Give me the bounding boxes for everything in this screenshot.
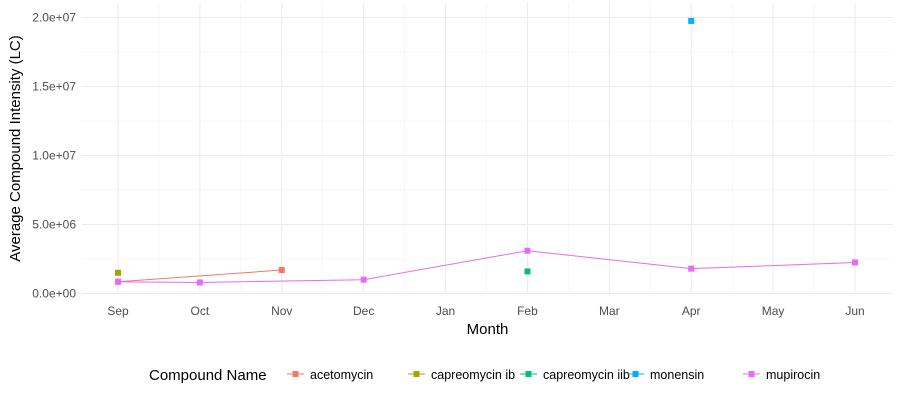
major-gridlines — [82, 3, 893, 294]
x-axis-title: Month — [467, 321, 509, 338]
x-tick-label: Oct — [191, 304, 210, 318]
y-axis-ticks: 0.0e+00 5.0e+06 1.0e+07 1.5e+07 2.0e+07 — [32, 11, 76, 301]
x-tick-label: Apr — [682, 304, 701, 318]
data-point-mupirocin — [115, 278, 121, 285]
y-tick-label: 5.0e+06 — [32, 218, 76, 232]
x-tick-label: May — [762, 304, 785, 318]
x-tick-label: Sep — [107, 304, 129, 318]
y-tick-label: 1.5e+07 — [32, 80, 76, 94]
data-point-mupirocin — [852, 259, 858, 266]
y-tick-label: 0.0e+00 — [32, 287, 76, 301]
series-points — [115, 17, 858, 286]
x-tick-label: Jun — [845, 304, 864, 318]
y-tick-label: 1.0e+07 — [32, 149, 76, 163]
legend-key-point — [292, 371, 299, 377]
data-point-monensin — [688, 17, 695, 24]
legend-item-acetomycin: acetomycin — [287, 368, 373, 382]
series-lines — [117, 250, 856, 283]
legend-key-point — [748, 371, 755, 377]
legend-item-mupirocin: mupirocin — [743, 368, 820, 382]
legend-item-monensin: monensin — [627, 368, 704, 382]
x-tick-label: Jan — [436, 304, 455, 318]
x-axis-ticks: Sep Oct Nov Dec Jan Feb Mar Apr May Jun — [107, 304, 864, 318]
legend-label: acetomycin — [310, 368, 373, 382]
data-point-capreomycin-iib — [524, 268, 531, 275]
legend-label: capreomycin iib — [543, 368, 630, 382]
legend-key-point — [413, 371, 420, 377]
data-point-mupirocin — [360, 276, 367, 283]
legend-title: Compound Name — [149, 367, 267, 384]
data-point-mupirocin — [196, 279, 203, 286]
legend-item-capreomycin-ib: capreomycin ib — [408, 368, 515, 382]
legend-label: capreomycin ib — [431, 368, 515, 382]
series-line-acetomycin — [117, 269, 282, 283]
x-tick-label: Feb — [517, 304, 538, 318]
y-axis-title: Average Compound Intensity (LC) — [7, 35, 24, 262]
x-tick-label: Mar — [599, 304, 620, 318]
legend-key-point — [632, 371, 639, 377]
y-tick-label: 2.0e+07 — [32, 11, 76, 25]
data-point-acetomycin — [278, 267, 285, 274]
legend-label: mupirocin — [766, 368, 820, 382]
x-tick-label: Nov — [271, 304, 292, 318]
minor-gridlines — [82, 3, 893, 294]
series-line-mupirocin — [117, 250, 856, 283]
legend: Compound Name acetomycin capreomycin ib ca… — [149, 367, 820, 384]
legend-item-capreomycin-iib: capreomycin iib — [520, 368, 630, 382]
data-point-mupirocin — [688, 265, 695, 272]
data-point-capreomycin-ib — [115, 269, 121, 276]
data-point-mupirocin — [524, 247, 531, 254]
x-tick-label: Dec — [353, 304, 374, 318]
legend-key-point — [525, 371, 532, 377]
legend-label: monensin — [650, 368, 704, 382]
